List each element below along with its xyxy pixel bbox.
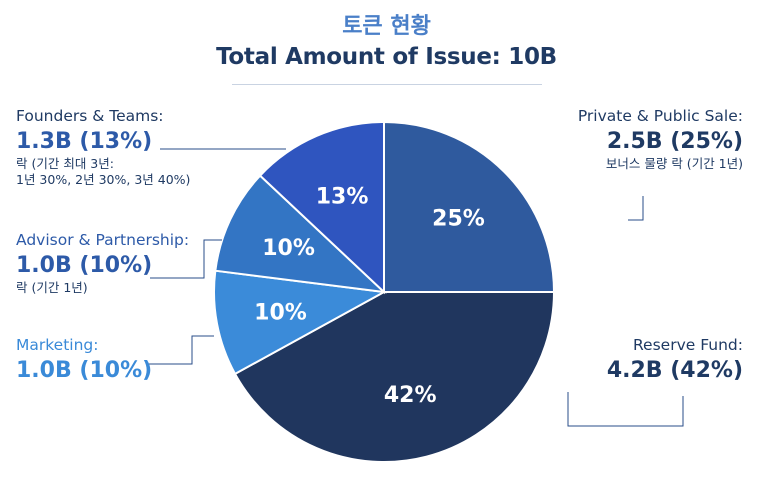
leader-line-marketing	[148, 335, 214, 365]
chart-title-korean: 토큰 현황	[342, 14, 431, 39]
leader-line-reserve	[567, 392, 684, 427]
label-private-public-sale: Private & Public Sale: 2.5B (25%) 보너스 물량…	[577, 107, 743, 172]
reserve-name: Reserve Fund:	[632, 336, 743, 354]
founders-amount: 1.3B (13%)	[16, 128, 153, 154]
pie-percent-sale: 25%	[432, 207, 485, 232]
pie-slice-marketing	[212, 269, 388, 376]
pie-slices	[212, 120, 556, 463]
pie-percent-founders: 13%	[316, 184, 369, 209]
chart-title: Total Amount of Issue: 10B	[216, 44, 557, 70]
marketing-name: Marketing:	[16, 336, 99, 354]
leader-lines	[148, 148, 684, 427]
founders-note: 락 (기간 최대 3년:	[16, 156, 114, 172]
pie-slice-founders	[258, 120, 385, 295]
pie-percent-reserve: 42%	[384, 383, 437, 408]
pie-percent-labels: 25% 42% 10% 10% 13%	[254, 184, 485, 408]
marketing-amount: 1.0B (10%)	[16, 357, 153, 383]
leader-line-advisor	[150, 239, 222, 279]
founders-name: Founders & Teams:	[16, 107, 164, 125]
pie-percent-advisor: 10%	[262, 236, 315, 261]
title-divider	[232, 84, 542, 85]
advisor-amount: 1.0B (10%)	[16, 252, 153, 278]
founders-note-2: 1년 30%, 2년 30%, 3년 40%)	[16, 172, 191, 188]
label-founders-teams: Founders & Teams: 1.3B (13%) 락 (기간 최대 3년…	[16, 107, 191, 188]
label-marketing: Marketing: 1.0B (10%)	[16, 336, 153, 383]
advisor-name: Advisor & Partnership:	[16, 231, 190, 249]
sale-name: Private & Public Sale:	[577, 107, 743, 125]
label-reserve-fund: Reserve Fund: 4.2B (42%)	[606, 336, 743, 383]
sale-amount: 2.5B (25%)	[606, 128, 743, 154]
pie-slice-sale	[383, 120, 556, 293]
pie-slice-reserve	[233, 291, 556, 463]
advisor-note: 락 (기간 1년)	[16, 280, 88, 296]
reserve-amount: 4.2B (42%)	[606, 357, 743, 383]
pie-slice-advisor	[214, 174, 387, 294]
leader-line-sale	[628, 196, 644, 221]
pie-percent-marketing: 10%	[254, 301, 307, 326]
label-advisor-partnership: Advisor & Partnership: 1.0B (10%) 락 (기간 …	[16, 231, 190, 296]
sale-note: 보너스 물량 락 (기간 1년)	[605, 156, 743, 172]
